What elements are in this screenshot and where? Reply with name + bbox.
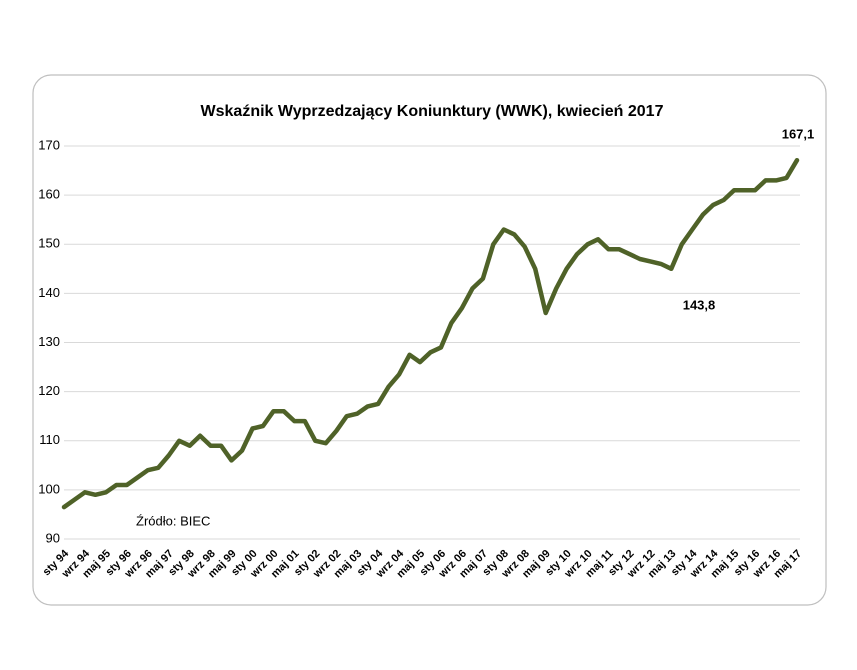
y-tick-label: 110 [39,432,60,447]
annotation: 167,1 [782,126,815,141]
y-tick-label: 120 [38,383,60,398]
y-tick-label: 140 [38,285,60,300]
y-tick-label: 150 [38,236,60,251]
source-note: Źródło: BIEC [136,513,210,528]
y-tick-label: 160 [38,187,60,202]
y-tick-label: 170 [38,137,60,152]
y-tick-label: 100 [38,481,60,496]
annotation: 143,8 [683,297,716,312]
chart-frame [32,74,827,606]
chart-title: Wskaźnik Wyprzedzający Koniunktury (WWK)… [201,103,664,120]
y-tick-label: 130 [38,334,60,349]
data-line [61,157,800,510]
y-tick-label: 90 [46,530,60,545]
